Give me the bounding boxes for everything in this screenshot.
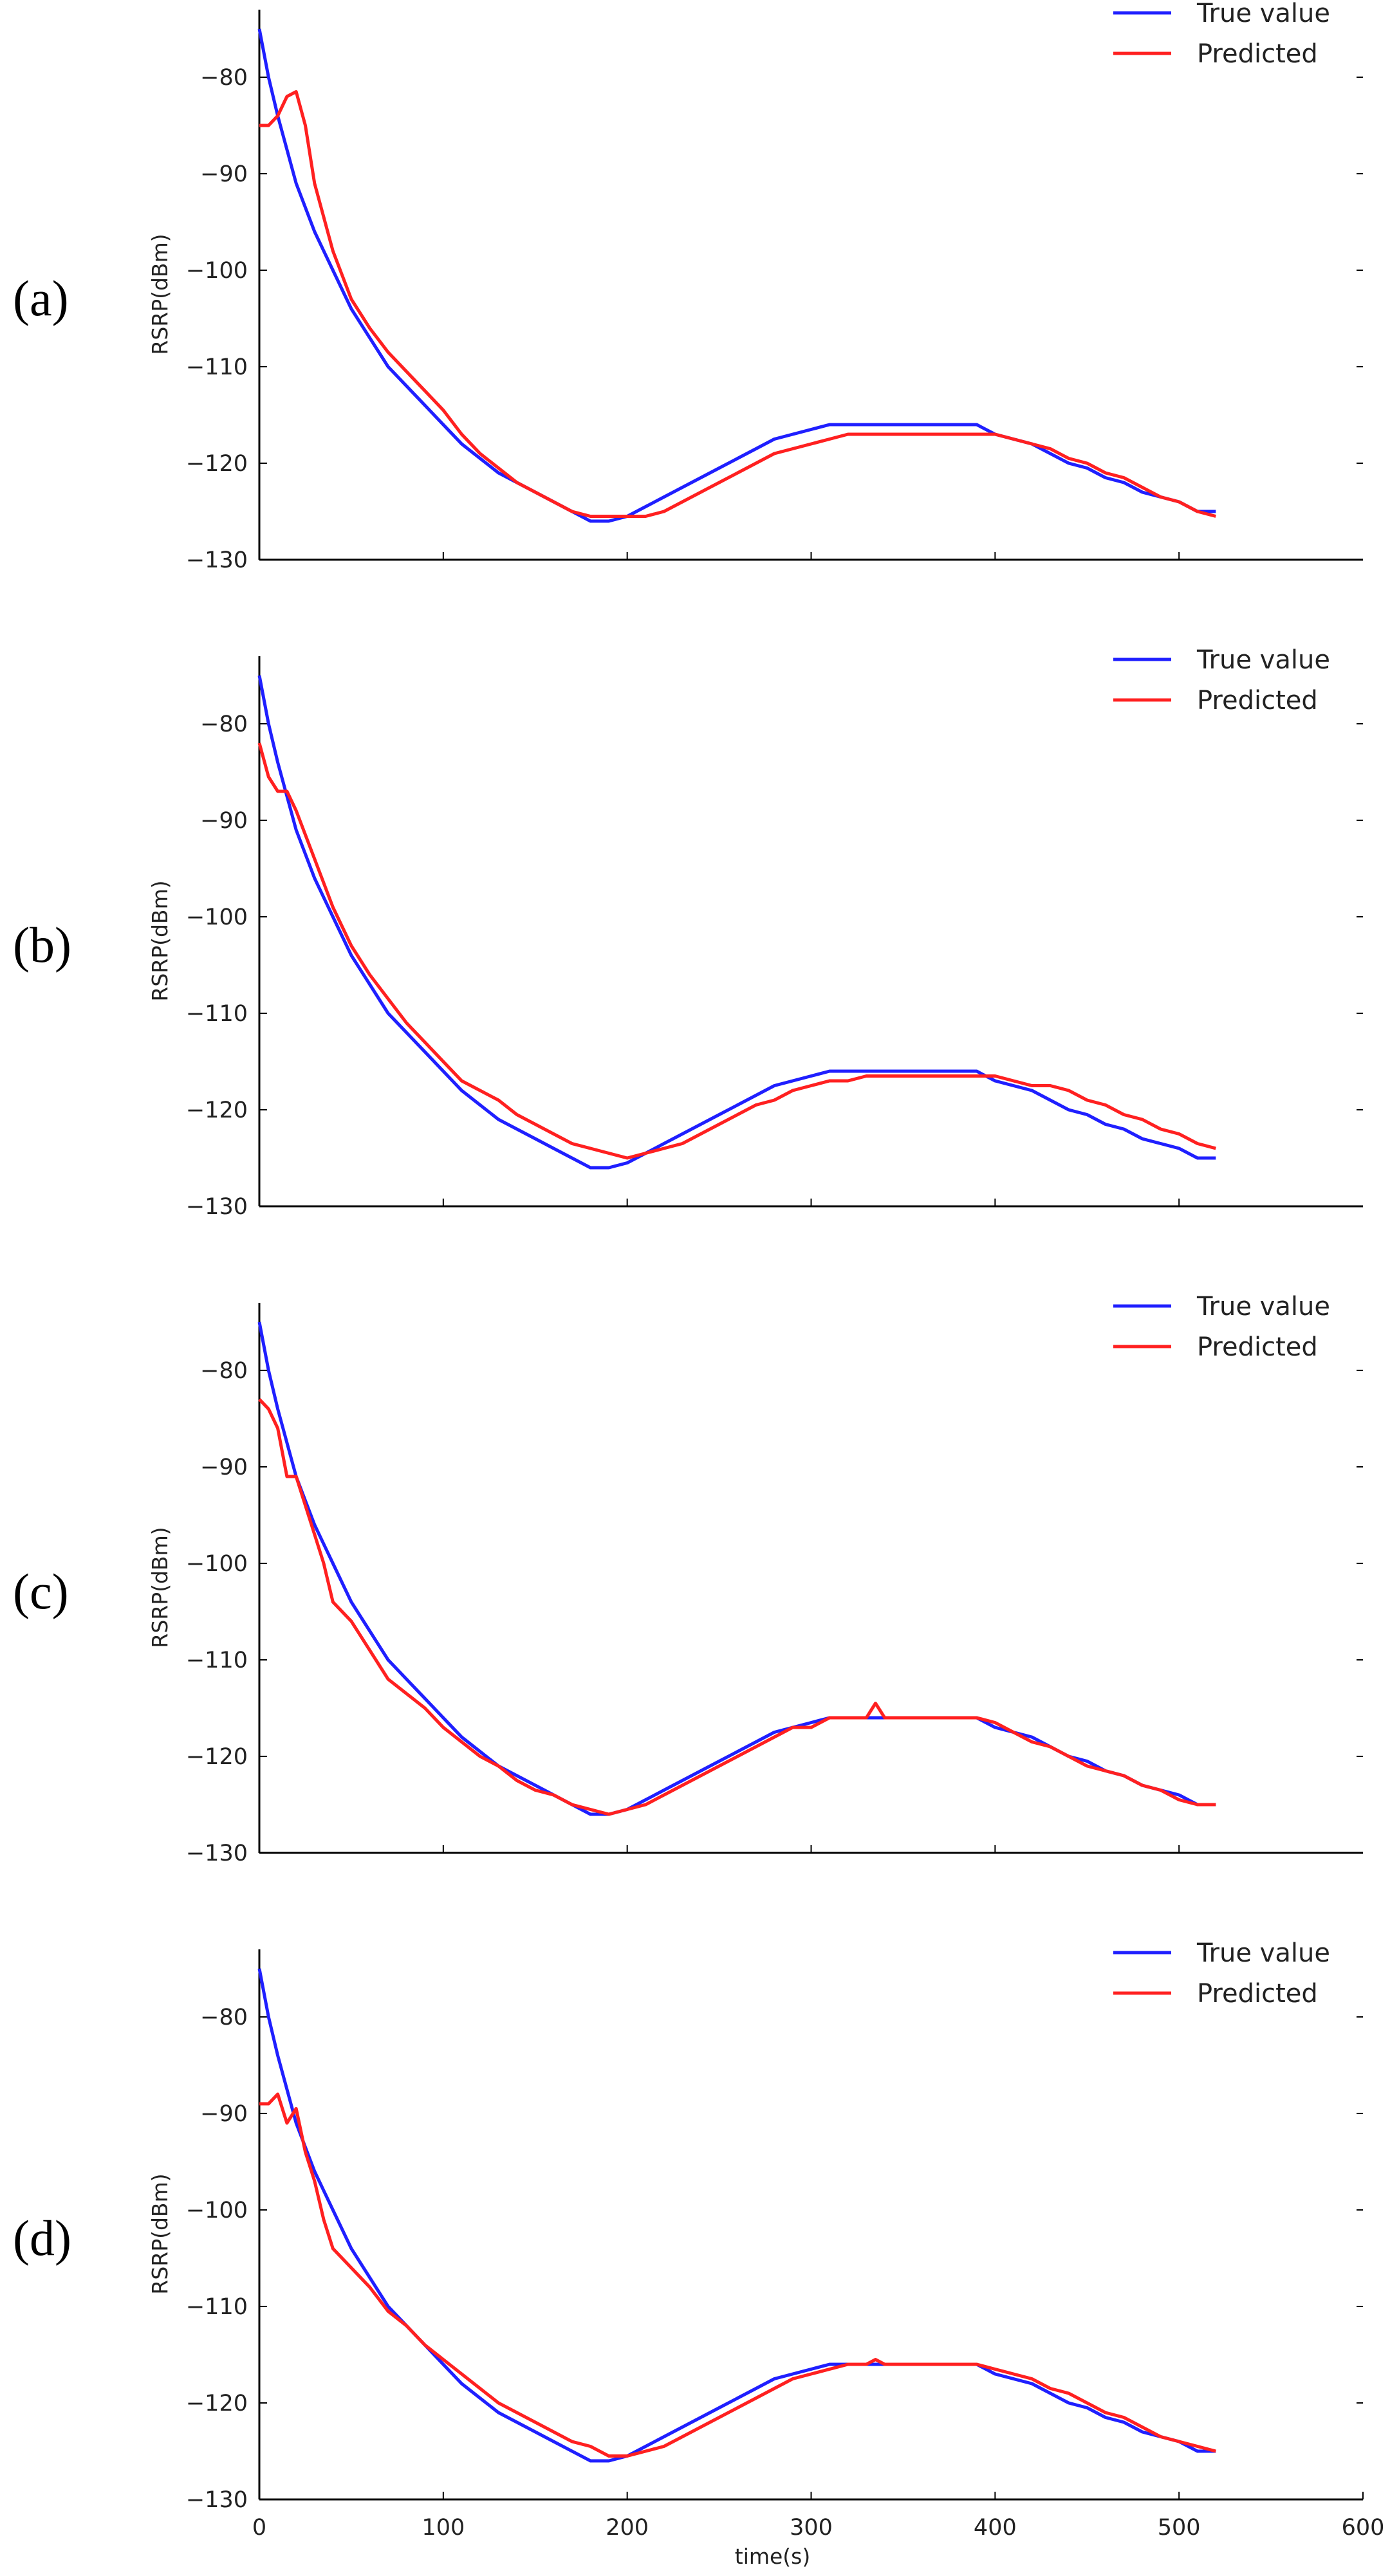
x-tick-label: 300 <box>790 2515 833 2541</box>
x-tick-label: 0 <box>252 2515 266 2541</box>
x-tick-label: 400 <box>974 2515 1017 2541</box>
x-tick-label: 500 <box>1158 2515 1201 2541</box>
legend-label: Predicted <box>1197 1979 1318 2009</box>
legend-label: True value <box>1196 645 1330 675</box>
series-line-true-value <box>257 1321 1216 1816</box>
y-axis-label: RSRP(dBm) <box>147 880 172 1001</box>
series-line-true-value <box>257 28 1216 523</box>
panel-label: (d) <box>13 2210 71 2266</box>
y-tick-label: −130 <box>186 1194 248 1220</box>
y-tick-label: −120 <box>186 1098 248 1123</box>
panel-label: (a) <box>13 270 69 326</box>
y-tick-label: −120 <box>186 1744 248 1770</box>
y-tick-label: −130 <box>186 1841 248 1866</box>
y-tick-label: −100 <box>186 258 248 284</box>
y-tick-label: −100 <box>186 905 248 930</box>
y-tick-label: −100 <box>186 1551 248 1577</box>
x-axis-label: time(s) <box>735 2544 811 2569</box>
x-tick-label: 600 <box>1342 2515 1385 2541</box>
y-tick-label: −80 <box>200 65 248 91</box>
series-line-predicted <box>257 742 1216 1160</box>
y-tick-label: −90 <box>200 2101 248 2127</box>
legend-label: True value <box>1196 1938 1330 1968</box>
y-axis-label: RSRP(dBm) <box>147 1527 172 1648</box>
y-axis-label: RSRP(dBm) <box>147 2173 172 2294</box>
panel-label: (c) <box>13 1563 69 1619</box>
series-line-true-value <box>257 1968 1216 2463</box>
chart-panel-1: (a) −80 −90 −100 −110 −120 −130 RSRP(dBm) True v… <box>13 0 1363 573</box>
y-tick-label: −80 <box>200 1358 248 1384</box>
y-tick-label: −90 <box>200 1455 248 1480</box>
legend-label: Predicted <box>1197 39 1318 69</box>
y-tick-label: −80 <box>200 712 248 737</box>
legend-label: Predicted <box>1197 686 1318 715</box>
y-tick-label: −130 <box>186 2487 248 2513</box>
y-tick-label: −120 <box>186 2391 248 2416</box>
series-line-predicted <box>258 1398 1216 1816</box>
y-tick-label: −110 <box>186 1001 248 1027</box>
legend-label: True value <box>1196 1292 1330 1321</box>
chart-panel-3: (c) −80 −90 −100 −110 −120 −130 RSRP(dBm) True v… <box>13 1292 1363 1866</box>
legend-label: True value <box>1196 0 1330 28</box>
y-tick-label: −130 <box>186 547 248 573</box>
y-tick-label: −110 <box>186 354 248 380</box>
y-tick-label: −90 <box>200 161 248 187</box>
y-tick-label: −110 <box>186 2294 248 2320</box>
y-tick-label: −90 <box>200 808 248 834</box>
y-tick-label: −100 <box>186 2198 248 2223</box>
series-line-predicted <box>259 90 1216 518</box>
panel-label: (b) <box>13 917 71 973</box>
series-line-true-value <box>257 675 1216 1170</box>
x-tick-label: 200 <box>606 2515 649 2541</box>
y-tick-label: −120 <box>186 451 248 477</box>
y-axis-label: RSRP(dBm) <box>147 234 172 354</box>
series-line-predicted <box>259 2092 1216 2458</box>
y-tick-label: −80 <box>200 2005 248 2030</box>
legend-label: Predicted <box>1197 1332 1318 1362</box>
x-tick-label: 100 <box>422 2515 465 2541</box>
y-tick-label: −110 <box>186 1648 248 1673</box>
chart-panel-2: (b) −80 −90 −100 −110 −120 −130 RSRP(dBm) True v… <box>13 645 1363 1220</box>
